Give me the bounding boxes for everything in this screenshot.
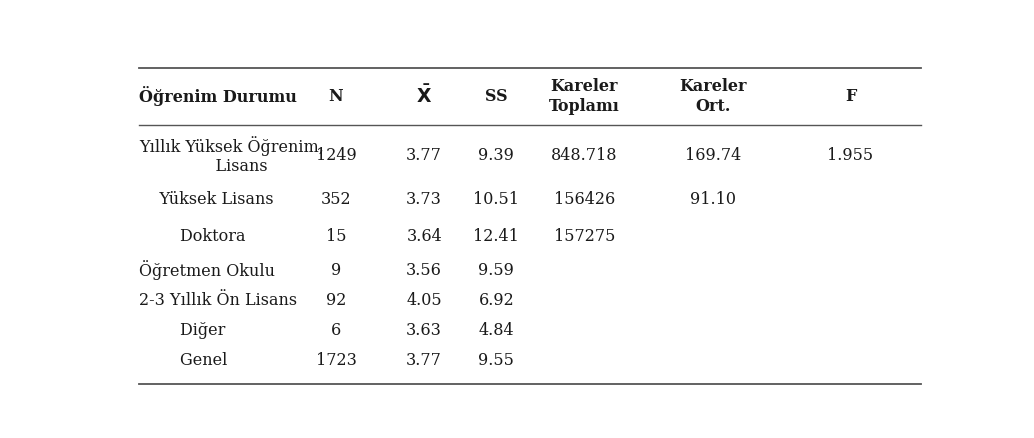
- Text: 15: 15: [326, 228, 346, 245]
- Text: Kareler
Toplamı: Kareler Toplamı: [549, 78, 619, 115]
- Text: 91.10: 91.10: [690, 191, 735, 208]
- Text: 3.64: 3.64: [406, 228, 442, 245]
- Text: Genel: Genel: [139, 352, 227, 369]
- Text: 352: 352: [321, 191, 352, 208]
- Text: Kareler
Ort.: Kareler Ort.: [679, 78, 747, 115]
- Text: 3.56: 3.56: [406, 261, 443, 279]
- Text: 4.05: 4.05: [406, 292, 442, 309]
- Text: 156426: 156426: [554, 191, 615, 208]
- Text: 848.718: 848.718: [551, 147, 617, 164]
- Text: Öğretmen Okulu: Öğretmen Okulu: [139, 260, 275, 280]
- Text: 6.92: 6.92: [479, 292, 514, 309]
- Text: Yüksek Lisans: Yüksek Lisans: [139, 191, 273, 208]
- Text: SS: SS: [485, 88, 508, 105]
- Text: F: F: [845, 88, 856, 105]
- Text: 3.73: 3.73: [406, 191, 443, 208]
- Text: Doktora: Doktora: [139, 228, 245, 245]
- Text: Yıllık Yüksek Öğrenim,
    Lisans: Yıllık Yüksek Öğrenim, Lisans: [139, 136, 324, 175]
- Text: 4.84: 4.84: [479, 322, 514, 339]
- Text: 2-3 Yıllık Ön Lisans: 2-3 Yıllık Ön Lisans: [139, 292, 297, 309]
- Text: 9.39: 9.39: [479, 147, 514, 164]
- Text: 3.77: 3.77: [406, 352, 443, 369]
- Text: Diğer: Diğer: [139, 322, 225, 339]
- Text: N: N: [329, 88, 343, 105]
- Text: 6: 6: [331, 322, 341, 339]
- Text: 12.41: 12.41: [474, 228, 519, 245]
- Text: 9.59: 9.59: [479, 261, 514, 279]
- Text: 157275: 157275: [554, 228, 615, 245]
- Text: 9: 9: [331, 261, 341, 279]
- Text: Öğrenim Durumu: Öğrenim Durumu: [139, 86, 297, 106]
- Text: 1249: 1249: [315, 147, 357, 164]
- Text: 3.77: 3.77: [406, 147, 443, 164]
- Text: 10.51: 10.51: [474, 191, 519, 208]
- Text: 9.55: 9.55: [479, 352, 514, 369]
- Text: 1.955: 1.955: [827, 147, 874, 164]
- Text: 92: 92: [326, 292, 346, 309]
- Text: 3.63: 3.63: [406, 322, 443, 339]
- Text: 169.74: 169.74: [685, 147, 740, 164]
- Text: 1723: 1723: [315, 352, 357, 369]
- Text: $\mathbf{\bar{X}}$: $\mathbf{\bar{X}}$: [416, 85, 432, 107]
